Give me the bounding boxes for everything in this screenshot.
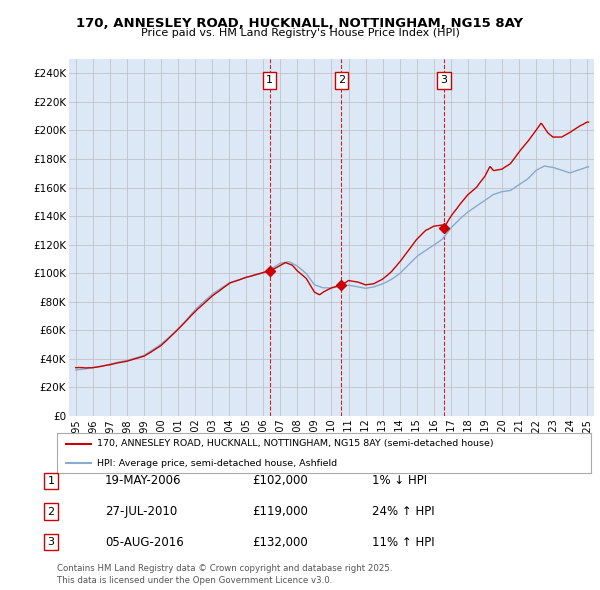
- Text: 3: 3: [47, 537, 55, 547]
- Text: 27-JUL-2010: 27-JUL-2010: [105, 505, 177, 518]
- Text: £132,000: £132,000: [252, 536, 308, 549]
- Text: Contains HM Land Registry data © Crown copyright and database right 2025.
This d: Contains HM Land Registry data © Crown c…: [57, 565, 392, 585]
- Text: Price paid vs. HM Land Registry's House Price Index (HPI): Price paid vs. HM Land Registry's House …: [140, 28, 460, 38]
- Text: 170, ANNESLEY ROAD, HUCKNALL, NOTTINGHAM, NG15 8AY (semi-detached house): 170, ANNESLEY ROAD, HUCKNALL, NOTTINGHAM…: [97, 440, 494, 448]
- Text: HPI: Average price, semi-detached house, Ashfield: HPI: Average price, semi-detached house,…: [97, 458, 337, 468]
- Text: 24% ↑ HPI: 24% ↑ HPI: [372, 505, 434, 518]
- Text: 05-AUG-2016: 05-AUG-2016: [105, 536, 184, 549]
- Text: 2: 2: [338, 76, 345, 86]
- Text: 170, ANNESLEY ROAD, HUCKNALL, NOTTINGHAM, NG15 8AY: 170, ANNESLEY ROAD, HUCKNALL, NOTTINGHAM…: [76, 17, 524, 30]
- Text: 1: 1: [266, 76, 273, 86]
- Text: 1% ↓ HPI: 1% ↓ HPI: [372, 474, 427, 487]
- Text: 19-MAY-2006: 19-MAY-2006: [105, 474, 182, 487]
- Text: 2: 2: [47, 507, 55, 516]
- Text: 11% ↑ HPI: 11% ↑ HPI: [372, 536, 434, 549]
- Text: £102,000: £102,000: [252, 474, 308, 487]
- Text: 3: 3: [440, 76, 448, 86]
- Text: £119,000: £119,000: [252, 505, 308, 518]
- Text: 1: 1: [47, 476, 55, 486]
